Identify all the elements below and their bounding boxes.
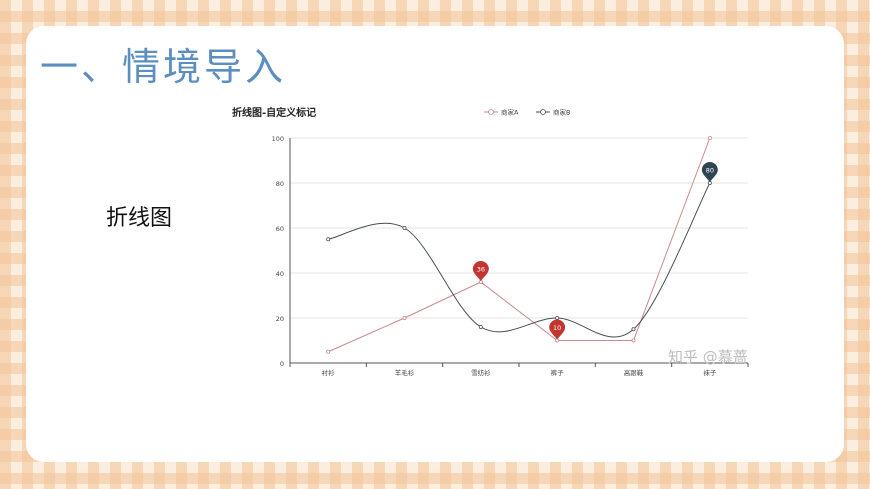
data-point [631,327,636,332]
marker-label: 10 [553,324,561,332]
page-title: 一、情境导入 [40,45,287,89]
y-tick-label: 80 [276,180,284,188]
x-tick-label: 裤子 [551,368,565,377]
series-layer [326,136,712,354]
chart-grid [290,137,748,319]
chart-legend: 商家A 商家B [484,108,570,117]
x-tick-label: 高跟鞋 [624,368,644,377]
y-tick-label: 40 [276,270,284,278]
series-line-2 [328,182,711,338]
map-pin-marker [549,319,566,340]
marker-layer: 36 10 80 [472,162,718,340]
marker-label: 36 [477,266,485,274]
chart-type-label: 折线图 [106,206,173,231]
legend-label-2: 商家B [553,108,570,117]
legend-label-1: 商家A [501,108,519,117]
line-chart-svg: 折线图-自定义标记 商家A 商家B 0 20 40 60 80 100 衬衫 羊毛衫 雪纺衫 裤子… [232,106,749,377]
x-tick-label: 雪纺衫 [471,368,491,377]
data-point [555,315,560,320]
data-point [631,338,636,343]
map-pin-marker [472,261,489,281]
series-line-1 [327,137,711,353]
y-tick-label: 0 [280,360,284,368]
marker-label: 80 [706,167,714,175]
data-point [402,315,407,320]
x-tick-label: 袜子 [703,368,717,377]
legend-symbol-1 [488,109,494,115]
x-axis: 衬衫 羊毛衫 雪纺衫 裤子 高跟鞋 袜子 [289,362,749,377]
y-tick-label: 20 [276,315,284,323]
y-tick-label: 60 [276,225,284,233]
x-tick-label: 羊毛衫 [395,368,415,377]
y-axis: 0 20 40 60 80 100 [272,135,291,368]
chart-title: 折线图-自定义标记 [232,106,316,119]
slide-card [26,26,844,462]
data-point [707,136,712,141]
line-chart: 折线图-自定义标记 商家A 商家B 0 20 40 60 80 100 衬衫 羊毛衫 雪纺衫 裤子… [222,96,762,386]
data-point [478,324,483,329]
map-pin-marker [701,162,718,182]
data-point [326,349,331,354]
legend-symbol-2 [540,109,546,115]
x-tick-label: 衬衫 [322,368,336,377]
data-point [326,237,331,242]
y-tick-label: 100 [272,135,284,143]
data-point [402,225,407,230]
watermark: 知乎 @慕蔷 [668,348,748,366]
